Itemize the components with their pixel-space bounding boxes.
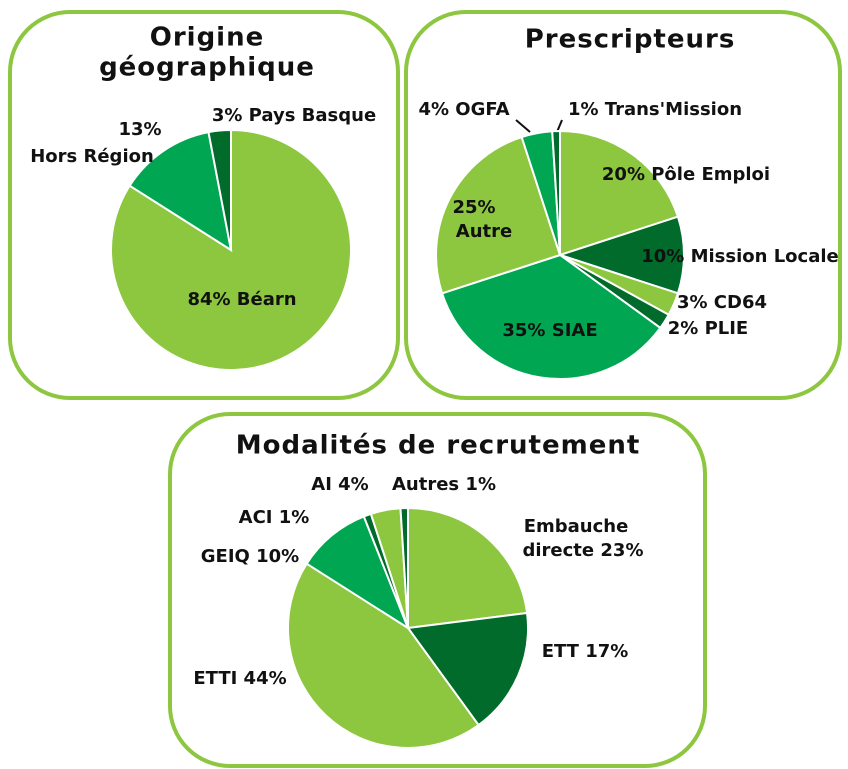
pie-slice <box>556 215 685 295</box>
slice-label: ACI 1% <box>239 507 310 528</box>
slice-label: 1% Trans'Mission <box>568 99 742 120</box>
pie-slice <box>407 506 529 630</box>
chart-title: Prescripteurs <box>525 25 736 55</box>
slice-label: 35% SIAE <box>502 320 597 341</box>
pie-slice <box>399 506 409 629</box>
slice-label: Embauche <box>524 516 629 537</box>
slice-label: GEIQ 10% <box>201 546 299 567</box>
slice-label: 3% CD64 <box>677 292 767 313</box>
slice-label: 2% PLIE <box>668 318 748 339</box>
slice-label: 13% <box>118 119 161 140</box>
pie-slice <box>305 515 411 631</box>
slice-label: 4% OGFA <box>418 99 509 120</box>
slice-label: 10% Mission Locale <box>641 246 839 267</box>
chart-title: géographique <box>99 53 315 83</box>
pie-slice <box>207 128 232 251</box>
pie-slice <box>287 562 480 749</box>
pie-slice <box>559 129 680 257</box>
slice-label: Autre <box>456 221 512 242</box>
slice-label: ETT 17% <box>542 641 629 662</box>
pie-slice <box>551 129 561 256</box>
leader-line <box>556 119 563 133</box>
slice-label: AI 4% <box>311 474 368 495</box>
pie-slice <box>435 135 562 295</box>
pie-slice <box>440 253 662 380</box>
slice-label: ETTI 44% <box>193 668 286 689</box>
pie-slice <box>406 611 529 727</box>
slice-label: Hors Région <box>30 146 154 167</box>
chart-title: Modalités de recrutement <box>236 431 641 461</box>
chart-title: Origine <box>150 23 265 53</box>
slice-label: 84% Béarn <box>187 289 296 310</box>
slice-label: 3% Pays Basque <box>212 105 376 126</box>
leader-line <box>515 119 531 133</box>
slice-label: 20% Pôle Emploi <box>602 164 770 185</box>
pie-slice <box>128 130 233 253</box>
slice-label: directe 23% <box>523 540 644 561</box>
slice-label: 25% <box>452 197 495 218</box>
slice-label: Autres 1% <box>392 474 496 495</box>
